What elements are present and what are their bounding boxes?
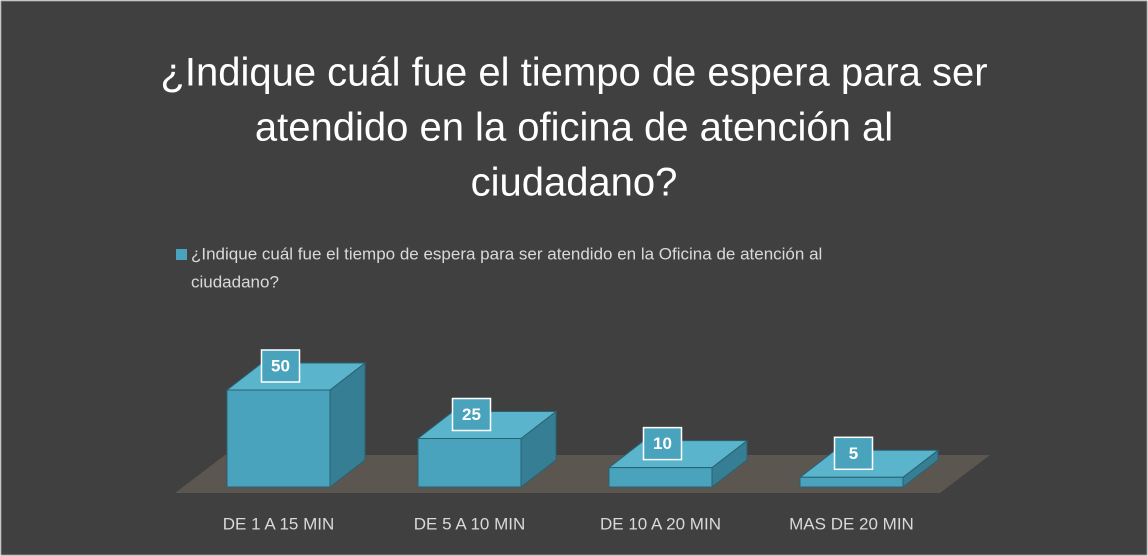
chart-title: ciudadano? — [471, 161, 678, 205]
data-label: 50 — [271, 356, 290, 375]
x-tick-label: DE 5 A 10 MIN — [414, 514, 526, 533]
bar — [417, 438, 522, 488]
floor — [175, 455, 990, 493]
bar — [226, 389, 331, 488]
data-label-box — [833, 436, 874, 471]
legend-label: ¿Indique cuál fue el tiempo de espera pa… — [191, 244, 822, 263]
x-tick-label: MAS DE 20 MIN — [789, 514, 914, 533]
x-tick-label: DE 1 A 15 MIN — [223, 514, 335, 533]
chart-title: atendido en la oficina de atención al — [255, 106, 893, 150]
data-label: 10 — [653, 434, 672, 453]
data-label-box — [642, 426, 683, 461]
legend-label: ciudadano? — [191, 272, 279, 291]
data-label: 5 — [849, 444, 858, 463]
bar — [799, 476, 904, 488]
data-label: 25 — [462, 405, 481, 424]
legend-swatch — [176, 249, 187, 260]
x-tick-label: DE 10 A 20 MIN — [600, 514, 721, 533]
bar — [608, 467, 713, 488]
data-label-box — [260, 349, 301, 383]
data-label-box — [451, 397, 492, 432]
chart-title: ¿Indique cuál fue el tiempo de espera pa… — [160, 51, 987, 95]
